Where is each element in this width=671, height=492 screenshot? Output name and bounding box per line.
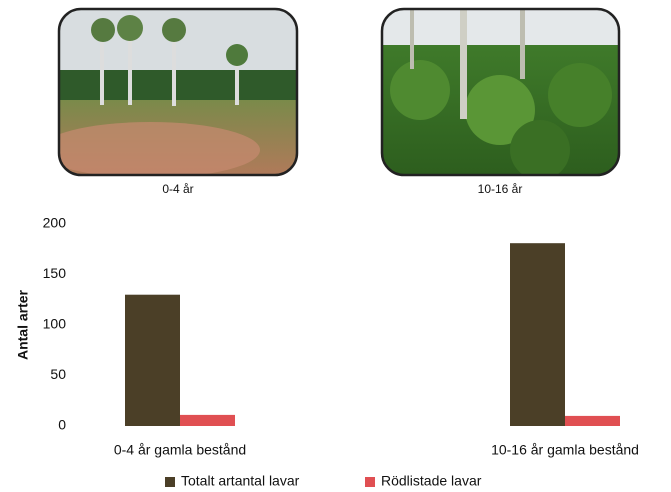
bar	[125, 294, 180, 426]
bar	[565, 415, 620, 426]
y-axis-label: Antal arter	[15, 289, 31, 360]
bar	[510, 243, 565, 426]
photo-young-forest	[382, 9, 619, 175]
bar	[180, 414, 235, 426]
y-tick-label: 0	[58, 417, 66, 433]
x-tick-label: 10-16 år gamla bestånd	[491, 442, 639, 458]
legend-label: Totalt artantal lavar	[181, 473, 300, 489]
y-tick-label: 50	[50, 366, 66, 382]
legend-swatch	[365, 477, 375, 487]
legend-swatch	[165, 477, 175, 487]
y-tick-label: 100	[43, 316, 67, 332]
x-tick-label: 0-4 år gamla bestånd	[114, 442, 246, 458]
photo-clearcut	[59, 9, 297, 175]
photo-caption: 10-16 år	[478, 182, 523, 196]
legend-label: Rödlistade lavar	[381, 473, 482, 489]
y-tick-label: 150	[43, 265, 67, 281]
y-tick-label: 200	[43, 215, 67, 231]
photo-caption: 0-4 år	[162, 182, 193, 196]
